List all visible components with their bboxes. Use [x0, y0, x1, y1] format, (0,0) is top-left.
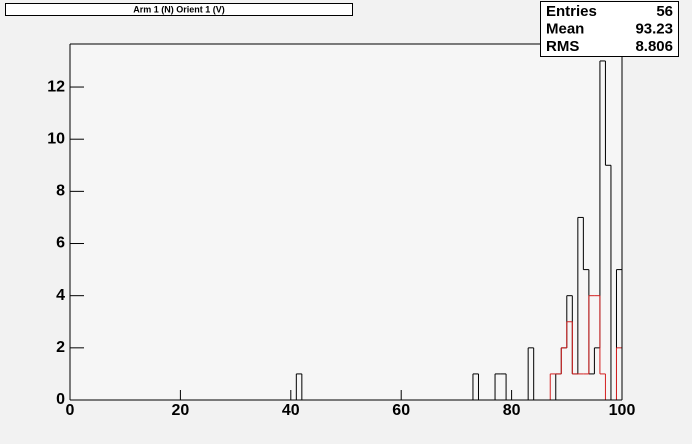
stats-value: 56	[656, 3, 673, 20]
y-tick-label: 10	[47, 130, 65, 147]
step-connector	[549, 295, 617, 400]
x-tick-label: 80	[503, 402, 521, 419]
chart-title: Arm 1 (N) Orient 1 (V)	[133, 4, 225, 14]
x-tick-label: 60	[392, 402, 410, 419]
x-tick-label: 100	[609, 402, 636, 419]
y-tick-label: 2	[56, 339, 65, 356]
y-tick-label: 0	[56, 391, 65, 408]
x-tick-label: 40	[282, 402, 300, 419]
x-tick-label: 0	[66, 402, 75, 419]
stats-value: 93.23	[635, 20, 673, 37]
y-tick-label: 4	[56, 287, 65, 304]
y-tick-label: 8	[56, 183, 65, 200]
y-tick-label: 12	[47, 78, 65, 95]
y-tick-label: 6	[56, 235, 65, 252]
stats-label: Mean	[546, 20, 584, 37]
stats-box	[540, 1, 679, 57]
stats-value: 8.806	[635, 38, 673, 55]
x-tick-label: 20	[172, 402, 190, 419]
stats-label: RMS	[546, 38, 579, 55]
title-box	[5, 3, 353, 16]
stats-label: Entries	[546, 3, 597, 20]
frame	[70, 44, 622, 400]
